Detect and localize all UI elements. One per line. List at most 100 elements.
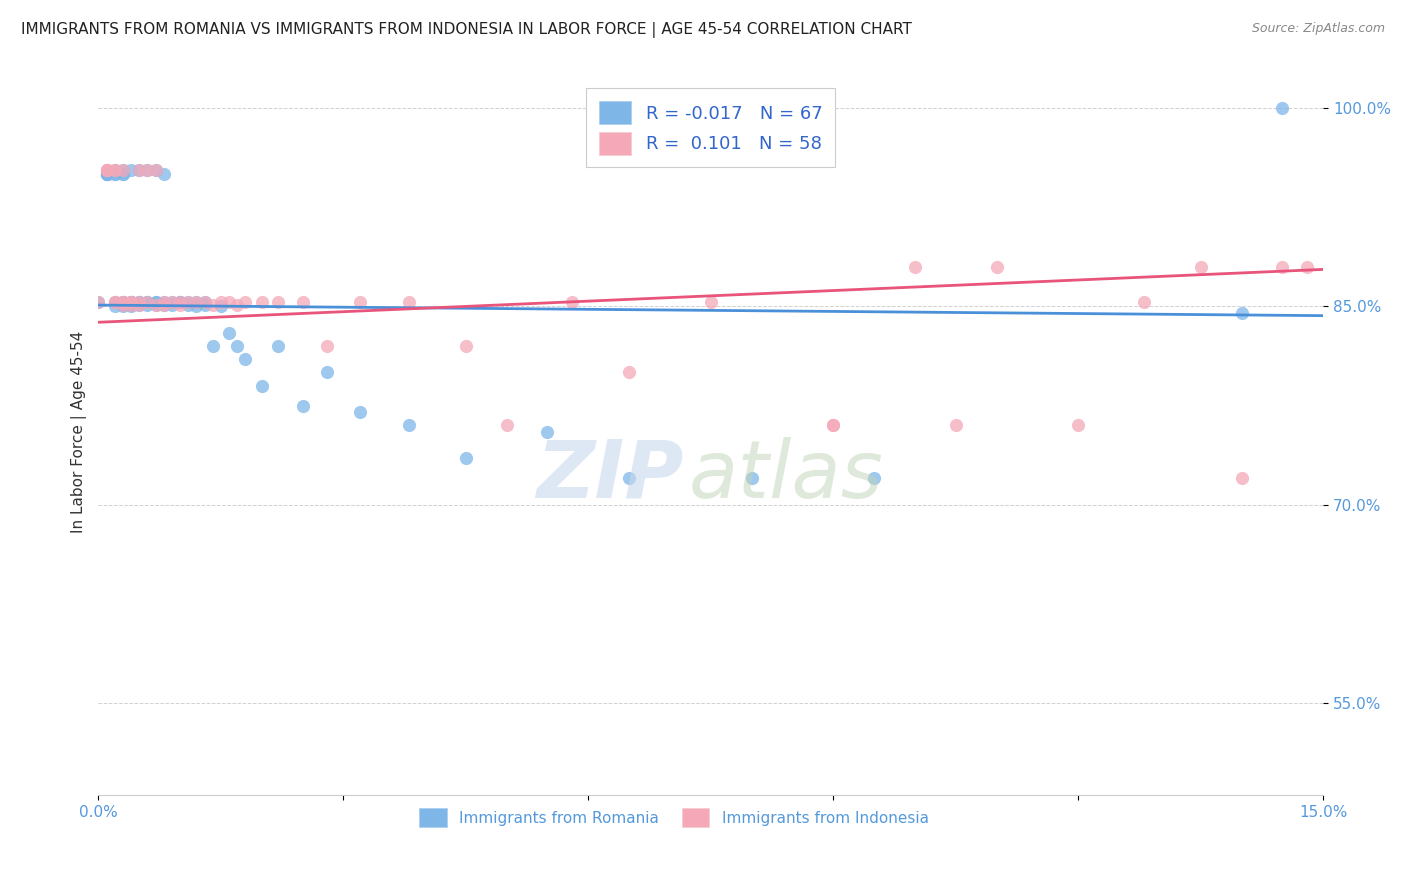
Point xyxy=(96,163,118,178)
Point xyxy=(617,471,640,485)
Point xyxy=(316,366,339,380)
Point xyxy=(160,295,183,310)
Point xyxy=(250,378,273,392)
Point xyxy=(152,298,174,312)
Point xyxy=(111,163,134,178)
Point xyxy=(96,163,118,178)
Point xyxy=(267,295,290,310)
Point xyxy=(136,295,159,310)
Point xyxy=(561,295,583,310)
Point xyxy=(104,163,127,178)
Point xyxy=(128,298,150,312)
Point xyxy=(349,405,371,419)
Point xyxy=(267,339,290,353)
Point xyxy=(145,295,167,310)
Point xyxy=(104,163,127,178)
Point xyxy=(111,167,134,181)
Point xyxy=(96,167,118,181)
Point xyxy=(136,295,159,310)
Point xyxy=(186,300,208,314)
Point xyxy=(349,295,371,310)
Point xyxy=(145,298,167,312)
Point xyxy=(193,295,215,310)
Point xyxy=(120,163,142,178)
Point xyxy=(1271,260,1294,274)
Point xyxy=(1067,418,1090,433)
Point xyxy=(120,295,142,310)
Point xyxy=(128,295,150,310)
Point xyxy=(96,167,118,181)
Point xyxy=(201,298,224,312)
Point xyxy=(111,295,134,310)
Point xyxy=(291,399,314,413)
Point xyxy=(128,298,150,312)
Point xyxy=(201,339,224,353)
Point xyxy=(226,298,249,312)
Point xyxy=(209,300,232,314)
Point xyxy=(177,298,200,312)
Point xyxy=(316,339,339,353)
Point xyxy=(128,163,150,178)
Point xyxy=(454,339,477,353)
Point xyxy=(145,163,167,178)
Point xyxy=(169,295,191,310)
Point xyxy=(104,295,127,310)
Point xyxy=(96,167,118,181)
Point xyxy=(120,295,142,310)
Point xyxy=(111,167,134,181)
Point xyxy=(111,295,134,310)
Point xyxy=(986,260,1008,274)
Point xyxy=(104,295,127,310)
Point xyxy=(104,167,127,181)
Point xyxy=(186,295,208,310)
Point xyxy=(233,295,256,310)
Point xyxy=(96,163,118,178)
Point xyxy=(152,167,174,181)
Point xyxy=(145,298,167,312)
Point xyxy=(1189,260,1212,274)
Point xyxy=(169,295,191,310)
Point xyxy=(1230,306,1253,320)
Point xyxy=(193,298,215,312)
Point xyxy=(136,295,159,310)
Point xyxy=(823,418,845,433)
Point xyxy=(111,298,134,312)
Point xyxy=(111,295,134,310)
Point xyxy=(96,163,118,178)
Point xyxy=(495,418,517,433)
Point xyxy=(250,295,273,310)
Point xyxy=(233,352,256,367)
Point xyxy=(145,163,167,178)
Point xyxy=(104,163,127,178)
Text: ZIP: ZIP xyxy=(537,436,683,515)
Point xyxy=(193,295,215,310)
Point xyxy=(120,295,142,310)
Point xyxy=(120,295,142,310)
Point xyxy=(1271,101,1294,115)
Point xyxy=(136,163,159,178)
Y-axis label: In Labor Force | Age 45-54: In Labor Force | Age 45-54 xyxy=(72,331,87,533)
Point xyxy=(152,295,174,310)
Point xyxy=(177,295,200,310)
Point xyxy=(209,295,232,310)
Text: atlas: atlas xyxy=(689,436,883,515)
Point xyxy=(111,295,134,310)
Point xyxy=(111,300,134,314)
Point xyxy=(823,418,845,433)
Point xyxy=(945,418,967,433)
Point xyxy=(398,418,420,433)
Point xyxy=(617,366,640,380)
Point xyxy=(128,295,150,310)
Point xyxy=(96,167,118,181)
Point xyxy=(120,295,142,310)
Legend: Immigrants from Romania, Immigrants from Indonesia: Immigrants from Romania, Immigrants from… xyxy=(412,800,936,835)
Point xyxy=(128,295,150,310)
Point xyxy=(160,295,183,310)
Point xyxy=(120,298,142,312)
Point xyxy=(111,163,134,178)
Point xyxy=(226,339,249,353)
Point xyxy=(398,295,420,310)
Point xyxy=(218,295,240,310)
Point xyxy=(104,295,127,310)
Text: Source: ZipAtlas.com: Source: ZipAtlas.com xyxy=(1251,22,1385,36)
